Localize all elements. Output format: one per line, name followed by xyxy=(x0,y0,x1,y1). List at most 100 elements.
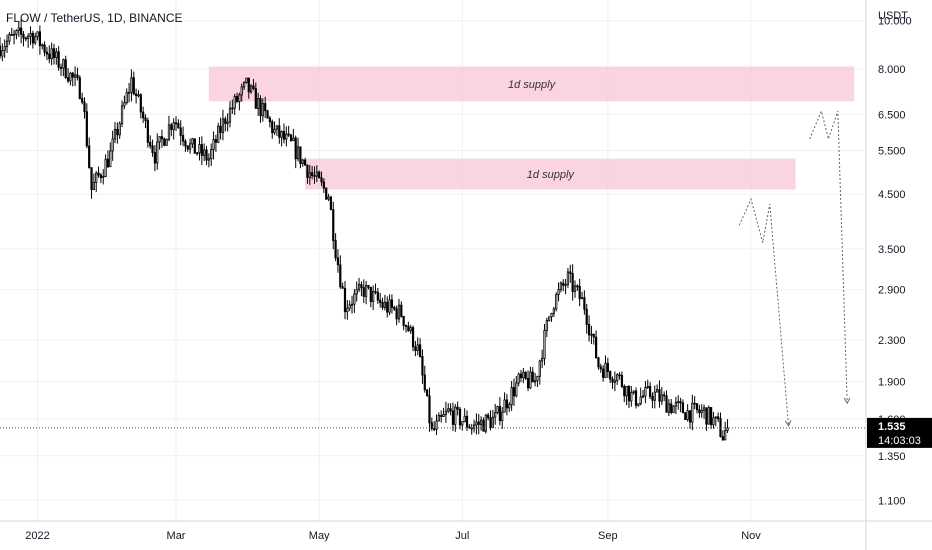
candle-body xyxy=(271,121,274,134)
candle-body xyxy=(522,371,525,379)
candle-body xyxy=(172,122,175,130)
candle-body xyxy=(491,416,494,428)
candle-body xyxy=(280,131,283,138)
candle-body xyxy=(62,59,65,69)
candle-body xyxy=(510,387,513,406)
candle-body xyxy=(329,196,333,211)
candle-body xyxy=(386,301,389,313)
candle-body xyxy=(334,240,337,259)
y-tick-label: 2.300 xyxy=(878,335,906,347)
candle-body xyxy=(442,413,445,417)
candle-body xyxy=(416,344,419,351)
projection-arrowhead xyxy=(784,420,792,427)
candle-body xyxy=(311,172,314,176)
candle-body xyxy=(275,125,279,130)
candle-body xyxy=(623,385,626,397)
candle-body xyxy=(43,44,46,53)
candle-body xyxy=(641,395,645,398)
candle-body xyxy=(477,421,480,425)
candle-body xyxy=(451,410,455,425)
candle-body xyxy=(205,149,208,161)
candle-body xyxy=(440,414,443,417)
candle-body xyxy=(374,291,377,293)
candle-body xyxy=(196,152,199,155)
candle-body xyxy=(726,427,729,432)
candle-body xyxy=(566,271,570,285)
candle-body xyxy=(120,105,124,124)
candle-body xyxy=(435,420,438,430)
candle-body xyxy=(360,284,363,288)
candle-body xyxy=(684,412,687,421)
candle-body xyxy=(127,91,131,94)
candle-body xyxy=(484,414,487,432)
candle-body xyxy=(512,387,516,397)
candle-body xyxy=(22,33,25,39)
candle-body xyxy=(52,48,56,59)
candle-body xyxy=(590,333,593,336)
candle-body xyxy=(428,395,431,424)
candle-body xyxy=(181,135,185,142)
candle-body xyxy=(564,283,567,286)
candle-body xyxy=(123,102,126,107)
last-price-marker: 1.535 14:03:03 xyxy=(867,417,932,448)
candle-body xyxy=(59,66,63,69)
candle-body xyxy=(505,399,509,409)
candle-body xyxy=(83,101,86,113)
candle-body xyxy=(156,141,159,164)
candle-body xyxy=(620,374,624,387)
candle-body xyxy=(88,145,91,168)
candle-body xyxy=(217,125,220,143)
candle-body xyxy=(174,122,178,125)
candle-body xyxy=(519,373,523,379)
candle-body xyxy=(191,138,194,145)
candle-body xyxy=(306,164,309,178)
candle-body xyxy=(677,401,680,404)
candle-body xyxy=(1,49,4,57)
bar-countdown: 14:03:03 xyxy=(878,435,921,447)
candle-body xyxy=(113,128,117,140)
candle-body xyxy=(707,407,710,425)
candle-body xyxy=(240,86,243,96)
candle-body xyxy=(210,149,213,160)
candle-body xyxy=(557,289,560,296)
candle-body xyxy=(228,107,232,123)
candle-body xyxy=(116,128,119,136)
x-tick-label: 2022 xyxy=(25,530,49,542)
candle-body xyxy=(480,419,483,425)
y-tick-label: 10.000 xyxy=(878,16,912,28)
candle-body xyxy=(611,378,614,383)
candle-body xyxy=(357,284,361,290)
candle-body xyxy=(31,32,34,44)
candle-body xyxy=(411,327,415,348)
projection-path xyxy=(809,109,848,404)
supply-zones: 1d supply 1d supply xyxy=(208,66,855,190)
candle-body xyxy=(24,37,27,40)
candle-body xyxy=(381,302,384,308)
projection-arrowhead xyxy=(843,397,851,405)
candle-body xyxy=(665,395,668,413)
candle-body xyxy=(198,144,201,154)
candle-body xyxy=(498,406,501,422)
candle-body xyxy=(27,35,30,39)
candle-body xyxy=(224,118,227,124)
candle-body xyxy=(562,282,565,286)
candle-body xyxy=(367,285,370,288)
candle-body xyxy=(36,31,39,38)
candle-body xyxy=(268,117,271,123)
candle-body xyxy=(167,124,171,140)
candle-body xyxy=(66,77,70,82)
candle-body xyxy=(219,125,222,133)
candle-body xyxy=(449,408,452,412)
candle-body xyxy=(81,98,84,103)
candle-body xyxy=(5,40,9,48)
candle-body xyxy=(402,315,405,326)
candle-body xyxy=(580,297,584,300)
candle-body xyxy=(454,406,457,425)
candle-body xyxy=(616,374,619,382)
candle-body xyxy=(125,92,128,104)
candle-body xyxy=(646,386,649,388)
candle-body xyxy=(294,137,297,160)
supply-zone-label: 1d supply xyxy=(527,169,576,181)
candle-body xyxy=(597,357,600,368)
